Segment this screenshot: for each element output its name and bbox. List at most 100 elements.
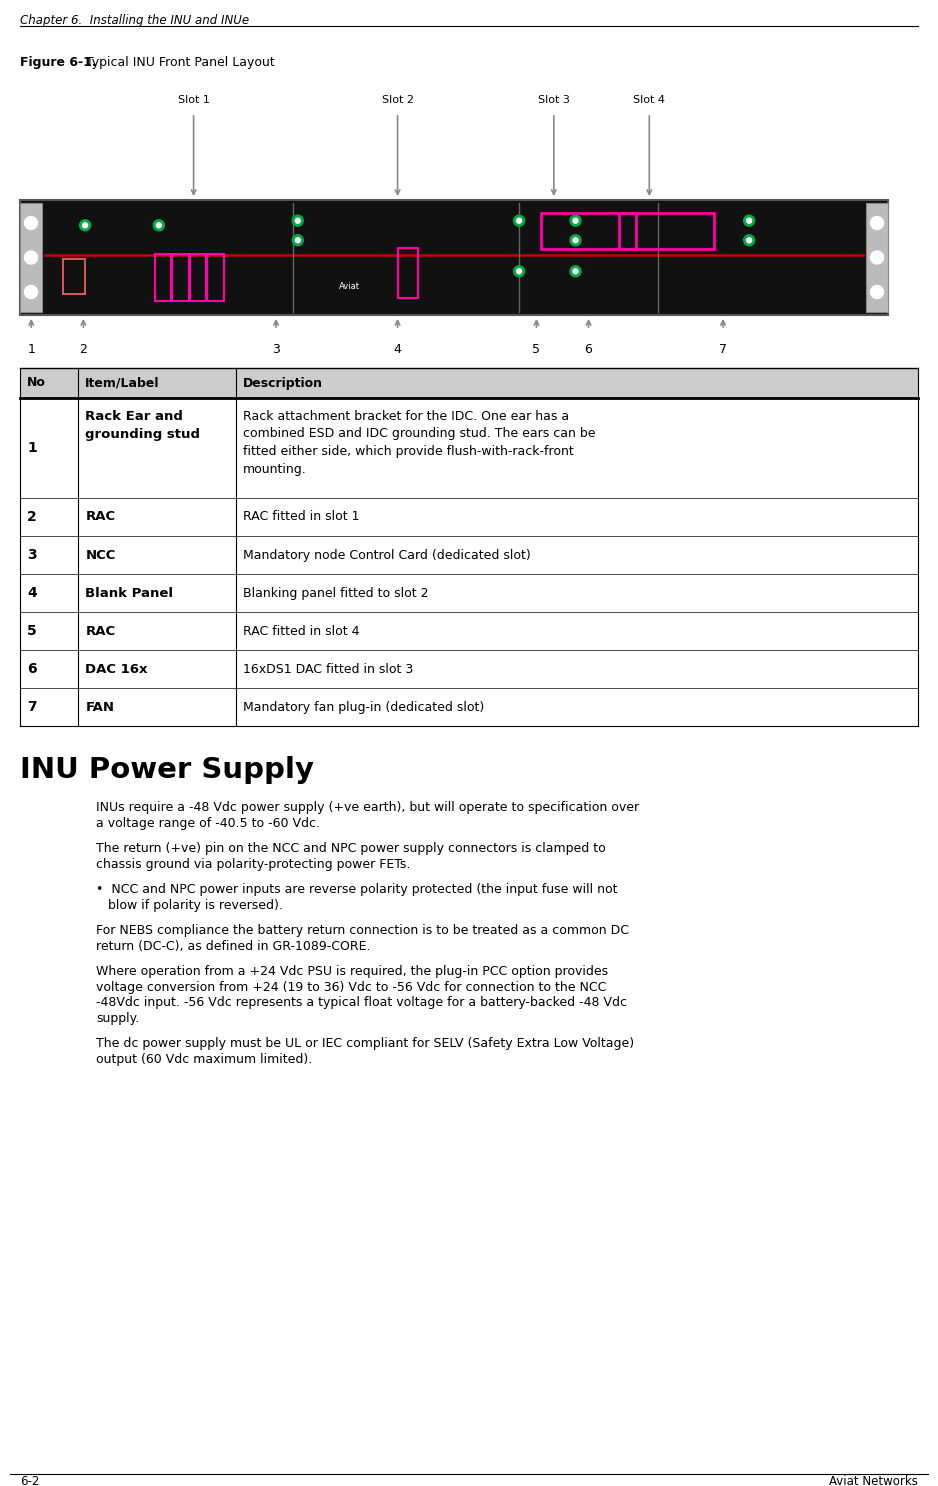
Text: RAC fitted in slot 1: RAC fitted in slot 1 [243,511,359,523]
Text: 6: 6 [584,343,593,357]
Text: Where operation from a +24 Vdc PSU is required, the plug-in PCC option provides: Where operation from a +24 Vdc PSU is re… [97,964,609,978]
Text: grounding stud: grounding stud [85,428,201,441]
Text: chassis ground via polarity-protecting power FETs.: chassis ground via polarity-protecting p… [97,857,411,871]
Text: Mandatory fan plug-in (dedicated slot): Mandatory fan plug-in (dedicated slot) [243,700,484,713]
Text: 6: 6 [27,661,37,676]
Circle shape [573,238,578,242]
Circle shape [570,215,581,226]
Text: INUs require a -48 Vdc power supply (+ve earth), but will operate to specificati: INUs require a -48 Vdc power supply (+ve… [97,801,640,814]
Text: 7: 7 [27,700,37,713]
Circle shape [517,218,522,223]
Text: Blanking panel fitted to slot 2: Blanking panel fitted to slot 2 [243,587,428,599]
Bar [207,254,223,302]
Text: 7: 7 [719,343,727,357]
Circle shape [744,215,754,226]
Circle shape [157,223,161,227]
Text: Description: Description [243,376,323,389]
Text: 4: 4 [394,343,401,357]
Circle shape [83,223,87,227]
Circle shape [744,235,754,245]
Circle shape [295,238,300,242]
Circle shape [517,269,522,273]
Circle shape [514,215,524,226]
Bar [541,212,636,250]
Text: Aviat Networks: Aviat Networks [829,1476,918,1486]
Bar [20,369,918,398]
Text: blow if polarity is reversed).: blow if polarity is reversed). [97,899,283,911]
Circle shape [24,217,38,229]
Text: The dc power supply must be UL or IEC compliant for SELV (Safety Extra Low Volta: The dc power supply must be UL or IEC co… [97,1037,634,1051]
Circle shape [80,220,91,230]
Text: 3: 3 [272,343,280,357]
Bar [619,212,715,250]
Text: Slot 1: Slot 1 [177,95,209,106]
Text: NCC: NCC [85,548,115,562]
Text: For NEBS compliance the battery return connection is to be treated as a common D: For NEBS compliance the battery return c… [97,924,629,938]
Text: 5: 5 [533,343,540,357]
Text: Typical INU Front Panel Layout: Typical INU Front Panel Layout [82,56,275,68]
Circle shape [747,238,751,242]
Text: Slot 4: Slot 4 [633,95,665,106]
Text: mounting.: mounting. [243,462,307,476]
Text: Rack attachment bracket for the IDC. One ear has a: Rack attachment bracket for the IDC. One… [243,410,568,424]
Text: a voltage range of -40.5 to -60 Vdc.: a voltage range of -40.5 to -60 Vdc. [97,816,321,829]
Text: Slot 2: Slot 2 [382,95,414,106]
Text: 2: 2 [80,343,87,357]
Text: 4: 4 [27,585,37,600]
Text: No: No [27,376,46,389]
Text: supply.: supply. [97,1012,140,1024]
Text: DAC 16x: DAC 16x [85,663,148,676]
Text: Item/Label: Item/Label [85,376,159,389]
Text: Figure 6-1.: Figure 6-1. [20,56,97,68]
Circle shape [24,251,38,265]
Circle shape [573,218,578,223]
Bar [866,204,888,312]
Text: •  NCC and NPC power inputs are reverse polarity protected (the input fuse will : • NCC and NPC power inputs are reverse p… [97,883,618,896]
Text: combined ESD and IDC grounding stud. The ears can be: combined ESD and IDC grounding stud. The… [243,428,595,440]
Bar [63,259,85,294]
Text: 1: 1 [27,343,36,357]
Circle shape [570,235,581,245]
Text: Mandatory node Control Card (dedicated slot): Mandatory node Control Card (dedicated s… [243,548,530,562]
Text: output (60 Vdc maximum limited).: output (60 Vdc maximum limited). [97,1052,312,1065]
Text: 3: 3 [27,548,37,562]
Text: -48Vdc input. -56 Vdc represents a typical float voltage for a battery-backed -4: -48Vdc input. -56 Vdc represents a typic… [97,996,628,1009]
Text: FAN: FAN [85,700,114,713]
Circle shape [870,285,884,299]
Bar [20,204,42,312]
Bar [20,201,888,315]
Text: return (DC-C), as defined in GR-1089-CORE.: return (DC-C), as defined in GR-1089-COR… [97,939,371,953]
Text: RAC: RAC [85,624,115,637]
Text: 5: 5 [27,624,37,637]
Text: voltage conversion from +24 (19 to 36) Vdc to -56 Vdc for connection to the NCC: voltage conversion from +24 (19 to 36) V… [97,981,607,994]
Circle shape [514,266,524,276]
Bar [398,248,417,297]
Bar [189,254,206,302]
Text: 16xDS1 DAC fitted in slot 3: 16xDS1 DAC fitted in slot 3 [243,663,413,676]
Text: RAC: RAC [85,511,115,523]
Circle shape [573,269,578,273]
Text: Chapter 6.  Installing the INU and INUe: Chapter 6. Installing the INU and INUe [20,13,250,27]
Circle shape [154,220,164,230]
Text: 1: 1 [27,441,37,455]
Text: Slot 3: Slot 3 [537,95,569,106]
Bar [155,254,171,302]
Circle shape [870,251,884,265]
Circle shape [24,285,38,299]
Text: RAC fitted in slot 4: RAC fitted in slot 4 [243,624,359,637]
Text: Rack Ear and: Rack Ear and [85,410,183,424]
Text: Aviat: Aviat [340,282,360,291]
Bar [172,254,189,302]
Text: Blank Panel: Blank Panel [85,587,174,599]
Text: INU Power Supply: INU Power Supply [20,756,314,785]
Circle shape [870,217,884,229]
Circle shape [293,235,303,245]
Text: 6-2: 6-2 [20,1476,39,1486]
Text: 2: 2 [27,510,37,525]
Circle shape [570,266,581,276]
Text: The return (+ve) pin on the NCC and NPC power supply connectors is clamped to: The return (+ve) pin on the NCC and NPC … [97,843,606,854]
Circle shape [295,218,300,223]
Circle shape [293,215,303,226]
Text: fitted either side, which provide flush-with-rack-front: fitted either side, which provide flush-… [243,444,573,458]
Circle shape [747,218,751,223]
